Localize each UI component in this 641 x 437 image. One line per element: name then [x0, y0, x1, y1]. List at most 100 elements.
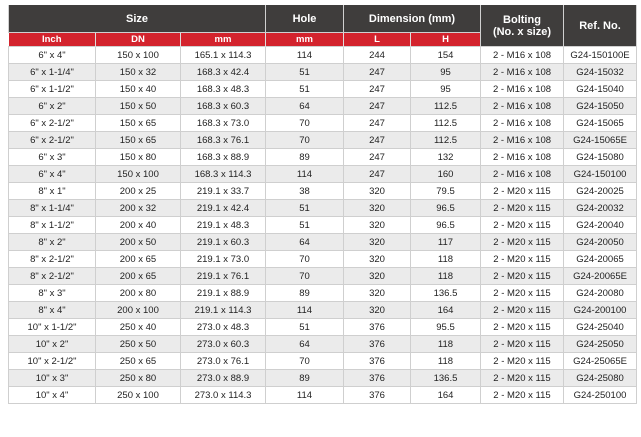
- cell-h: 118: [410, 335, 481, 353]
- cell-h: 118: [410, 267, 481, 285]
- table-row: 8" x 3" 200 x 80 219.1 x 88.9 89 320 136.5 2 -…: [8, 284, 637, 302]
- cell-dn: 200 x 80: [95, 284, 181, 302]
- cell-mm: 168.3 x 60.3: [180, 97, 266, 115]
- cell-dn: 200 x 100: [95, 301, 181, 319]
- cell-bolting: 2 - M20 x 115: [480, 182, 564, 200]
- cell-bolting: 2 - M20 x 115: [480, 335, 564, 353]
- cell-inch: 6" x 1-1/4": [8, 63, 96, 81]
- cell-mm: 168.3 x 42.4: [180, 63, 266, 81]
- table-row: 6" x 2-1/2" 150 x 65 168.3 x 76.1 70 247 112.…: [8, 131, 637, 149]
- cell-mm: 219.1 x 73.0: [180, 250, 266, 268]
- cell-l: 376: [343, 318, 411, 336]
- cell-mm: 219.1 x 42.4: [180, 199, 266, 217]
- cell-h: 117: [410, 233, 481, 251]
- cell-ref-no: G24-15065: [563, 114, 637, 132]
- table-row: 6" x 4" 150 x 100 168.3 x 114.3 114 247 160 2 …: [8, 165, 637, 183]
- cell-hole: 70: [265, 267, 344, 285]
- cell-mm: 168.3 x 114.3: [180, 165, 266, 183]
- cell-l: 247: [343, 165, 411, 183]
- cell-ref-no: G24-25080: [563, 369, 637, 387]
- cell-inch: 10" x 1-1/2": [8, 318, 96, 336]
- cell-bolting: 2 - M20 x 115: [480, 352, 564, 370]
- cell-hole: 70: [265, 250, 344, 268]
- cell-h: 164: [410, 301, 481, 319]
- cell-l: 320: [343, 216, 411, 234]
- cell-l: 320: [343, 182, 411, 200]
- header-hole: Hole: [265, 5, 344, 33]
- cell-dn: 200 x 25: [95, 182, 181, 200]
- cell-bolting: 2 - M16 x 108: [480, 165, 564, 183]
- cell-inch: 6" x 4": [8, 165, 96, 183]
- cell-inch: 8" x 1": [8, 182, 96, 200]
- table-row: 8" x 2-1/2" 200 x 65 219.1 x 73.0 70 320 118 2…: [8, 250, 637, 268]
- cell-l: 247: [343, 63, 411, 81]
- cell-l: 320: [343, 250, 411, 268]
- cell-dn: 200 x 65: [95, 250, 181, 268]
- cell-dn: 150 x 80: [95, 148, 181, 166]
- table-row: 6" x 1-1/2" 150 x 40 168.3 x 48.3 51 247 95 2 …: [8, 80, 637, 98]
- cell-inch: 6" x 4": [8, 46, 96, 64]
- cell-bolting: 2 - M20 x 115: [480, 318, 564, 336]
- cell-h: 95.5: [410, 318, 481, 336]
- cell-hole: 89: [265, 148, 344, 166]
- table-row: 8" x 4" 200 x 100 219.1 x 114.3 114 320 164 2 …: [8, 301, 637, 319]
- cell-h: 118: [410, 250, 481, 268]
- cell-dn: 200 x 32: [95, 199, 181, 217]
- cell-l: 320: [343, 233, 411, 251]
- cell-ref-no: G24-20025: [563, 182, 637, 200]
- cell-dn: 250 x 65: [95, 352, 181, 370]
- cell-dn: 250 x 80: [95, 369, 181, 387]
- cell-h: 132: [410, 148, 481, 166]
- table-row: 6" x 3" 150 x 80 168.3 x 88.9 89 247 132 2 - M…: [8, 148, 637, 166]
- cell-ref-no: G24-20080: [563, 284, 637, 302]
- cell-l: 376: [343, 386, 411, 404]
- cell-mm: 219.1 x 48.3: [180, 216, 266, 234]
- cell-ref-no: G24-20065E: [563, 267, 637, 285]
- cell-bolting: 2 - M16 x 108: [480, 131, 564, 149]
- cell-hole: 114: [265, 301, 344, 319]
- cell-hole: 114: [265, 386, 344, 404]
- cell-hole: 70: [265, 131, 344, 149]
- subheader-dn: DN: [95, 32, 181, 47]
- cell-inch: 6" x 3": [8, 148, 96, 166]
- cell-hole: 89: [265, 369, 344, 387]
- cell-ref-no: G24-200100: [563, 301, 637, 319]
- table-row: 8" x 2-1/2" 200 x 65 219.1 x 76.1 70 320 118 2…: [8, 267, 637, 285]
- cell-mm: 219.1 x 33.7: [180, 182, 266, 200]
- cell-ref-no: G24-15065E: [563, 131, 637, 149]
- table-row: 6" x 2" 150 x 50 168.3 x 60.3 64 247 112.5 2 -…: [8, 97, 637, 115]
- cell-inch: 6" x 2-1/2": [8, 114, 96, 132]
- cell-h: 96.5: [410, 216, 481, 234]
- cell-h: 164: [410, 386, 481, 404]
- cell-h: 154: [410, 46, 481, 64]
- cell-l: 247: [343, 114, 411, 132]
- subheader-hole-mm: mm: [265, 32, 344, 47]
- cell-dn: 150 x 65: [95, 114, 181, 132]
- table-row: 6" x 2-1/2" 150 x 65 168.3 x 73.0 70 247 112.…: [8, 114, 637, 132]
- cell-inch: 10" x 2-1/2": [8, 352, 96, 370]
- header-bolting: Bolting (No. x size): [480, 5, 564, 47]
- cell-h: 95: [410, 80, 481, 98]
- cell-bolting: 2 - M20 x 115: [480, 267, 564, 285]
- cell-inch: 8" x 2-1/2": [8, 267, 96, 285]
- table-row: 10" x 3" 250 x 80 273.0 x 88.9 89 376 136.5 2 …: [8, 369, 637, 387]
- cell-hole: 51: [265, 80, 344, 98]
- cell-h: 136.5: [410, 369, 481, 387]
- cell-h: 112.5: [410, 131, 481, 149]
- table-row: 10" x 2" 250 x 50 273.0 x 60.3 64 376 118 2 - …: [8, 335, 637, 353]
- table-row: 8" x 2" 200 x 50 219.1 x 60.3 64 320 117 2 - M…: [8, 233, 637, 251]
- cell-hole: 64: [265, 335, 344, 353]
- table-row: 8" x 1" 200 x 25 219.1 x 33.7 38 320 79.5 2 - …: [8, 182, 637, 200]
- cell-hole: 51: [265, 63, 344, 81]
- cell-bolting: 2 - M20 x 115: [480, 199, 564, 217]
- cell-l: 247: [343, 97, 411, 115]
- cell-hole: 51: [265, 199, 344, 217]
- cell-dn: 200 x 65: [95, 267, 181, 285]
- cell-hole: 114: [265, 46, 344, 64]
- header-size: Size: [8, 5, 266, 33]
- cell-l: 376: [343, 369, 411, 387]
- cell-ref-no: G24-250100: [563, 386, 637, 404]
- table-row: 6" x 1-1/4" 150 x 32 168.3 x 42.4 51 247 95 2 …: [8, 63, 637, 81]
- cell-inch: 10" x 2": [8, 335, 96, 353]
- cell-ref-no: G24-20065: [563, 250, 637, 268]
